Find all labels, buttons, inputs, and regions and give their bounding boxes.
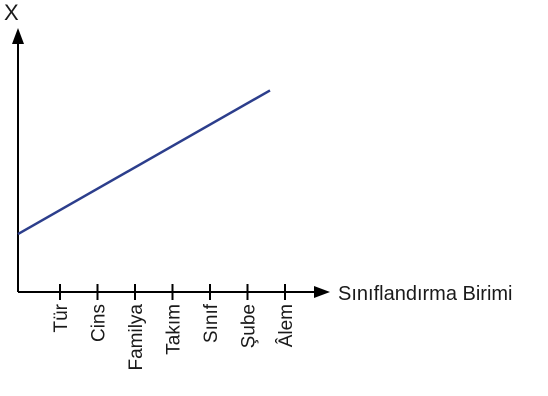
x-tick-label: Takım [164, 304, 185, 355]
x-tick-label: Şube [239, 304, 260, 348]
y-axis-arrow [12, 28, 24, 44]
y-axis-label: X [4, 0, 19, 25]
x-tick-label: Familya [126, 304, 147, 371]
x-tick-label: Cins [89, 304, 110, 342]
series-line [17, 89, 271, 236]
x-axis-arrow [314, 286, 330, 298]
axes [12, 28, 330, 298]
x-tick-label: Tür [51, 303, 72, 332]
x-ticks [59, 284, 286, 300]
x-tick-label: Âlem [275, 304, 297, 347]
x-tick-label: Sınıf [201, 303, 222, 343]
x-axis-label: Sınıflandırma Birimi [338, 283, 513, 305]
x-tick-labels: Tür Cins Familya Takım Sınıf Şube Âlem [51, 303, 297, 370]
series-layer [17, 89, 271, 236]
